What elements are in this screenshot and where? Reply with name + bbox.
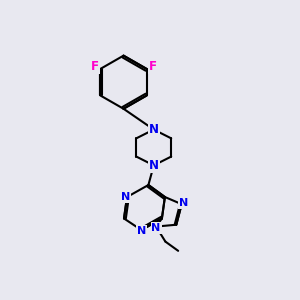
Text: N: N: [149, 159, 159, 172]
Text: N: N: [121, 192, 130, 202]
Text: N: N: [149, 123, 159, 136]
Text: N: N: [152, 223, 161, 233]
Text: F: F: [91, 60, 99, 73]
Text: N: N: [137, 226, 146, 236]
Text: N: N: [179, 198, 188, 208]
Text: F: F: [148, 60, 157, 73]
